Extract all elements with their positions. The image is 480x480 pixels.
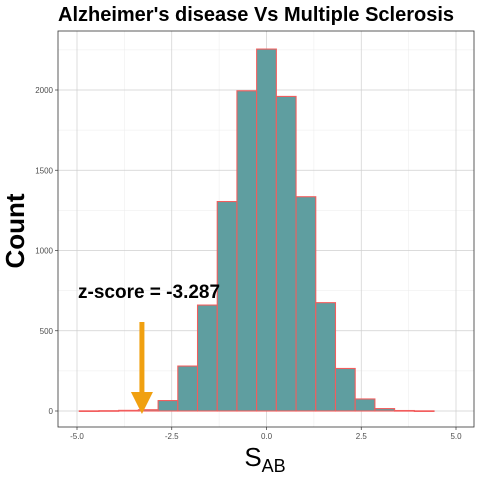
z-score-annotation: z-score = -3.287 (78, 282, 220, 303)
chart-title: Alzheimer's disease Vs Multiple Sclerosi… (58, 4, 454, 26)
histogram-bar (413, 410, 435, 412)
x-axis-label: SAB (244, 442, 285, 476)
y-tick-label: 0 (49, 407, 54, 416)
bars (78, 48, 435, 412)
y-axis-label: Count (0, 193, 30, 268)
annotation: z-score = -3.287 (78, 282, 220, 414)
x-axis-label-subscript: AB (262, 456, 286, 476)
y-tick-label: 1000 (35, 247, 53, 256)
histogram-bar (315, 302, 337, 412)
x-tick-label: -2.5 (165, 432, 179, 441)
x-tick-label: 5.0 (450, 432, 462, 441)
histogram-bar (275, 95, 297, 412)
panel-border (57, 30, 475, 428)
histogram-bar (394, 409, 415, 412)
histogram-bar (236, 90, 258, 412)
y-tick-label: 2000 (35, 86, 53, 95)
histogram-bar (295, 196, 317, 412)
histogram-bar (334, 367, 356, 412)
histogram-bar (78, 410, 100, 412)
histogram-bar (354, 398, 376, 412)
histogram-bar (157, 400, 179, 412)
histogram-bar (196, 304, 218, 412)
x-tick-label: 2.5 (356, 432, 368, 441)
x-tick-label: -5.0 (70, 432, 84, 441)
x-tick-label: 0.0 (261, 432, 273, 441)
histogram-bar (374, 408, 396, 412)
histogram-bar (98, 410, 120, 412)
histogram-bar (177, 365, 199, 412)
histogram-bar (216, 200, 238, 412)
histogram-bar (118, 409, 139, 412)
y-tick-label: 500 (40, 327, 54, 336)
histogram-bar (256, 48, 277, 412)
x-axis-label-main: S (244, 442, 261, 472)
axis-ticks: -5.0 -2.5 0.0 2.5 5.0 0 500 1000 1500 2000 (35, 86, 462, 441)
y-tick-label: 1500 (35, 166, 53, 175)
z-score-arrow-head (130, 392, 153, 414)
